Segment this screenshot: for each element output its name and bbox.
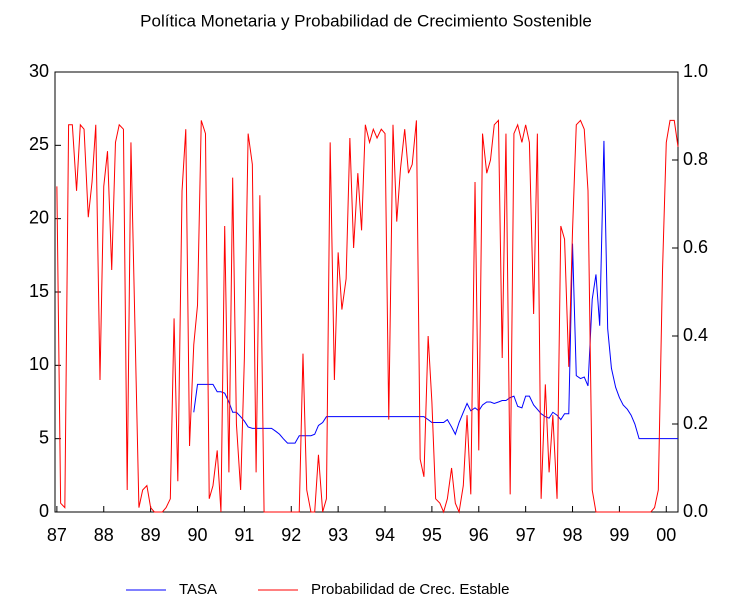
series-line — [193, 140, 678, 444]
x-tick-label: 96 — [469, 525, 489, 545]
x-tick-label: 99 — [609, 525, 629, 545]
series-line — [56, 119, 679, 514]
y-tick-label: 15 — [29, 281, 49, 301]
x-tick-label: 91 — [234, 525, 254, 545]
legend-label: Probabilidad de Crec. Estable — [311, 581, 509, 598]
x-tick-label: 92 — [281, 525, 301, 545]
x-tick-label: 94 — [375, 525, 395, 545]
y-tick-label: 30 — [29, 61, 49, 81]
x-tick-label: 93 — [328, 525, 348, 545]
y2-tick-label: 0.0 — [683, 501, 708, 521]
x-tick-label: 97 — [516, 525, 536, 545]
legend-label: TASA — [179, 581, 217, 598]
y-tick-label: 5 — [39, 427, 49, 447]
chart-title: Política Monetaria y Probabilidad de Cre… — [140, 11, 592, 30]
x-tick-label: 90 — [187, 525, 207, 545]
y2-tick-label: 1.0 — [683, 61, 708, 81]
y2-tick-label: 0.2 — [683, 413, 708, 433]
x-tick-label: 87 — [47, 525, 67, 545]
x-tick-label: 00 — [656, 525, 676, 545]
x-tick-label: 98 — [563, 525, 583, 545]
y2-tick-label: 0.4 — [683, 325, 708, 345]
x-tick-label: 95 — [422, 525, 442, 545]
y-tick-label: 20 — [29, 207, 49, 227]
y-tick-label: 10 — [29, 354, 49, 374]
y2-tick-label: 0.6 — [683, 237, 708, 257]
y2-tick-label: 0.8 — [683, 149, 708, 169]
y-tick-label: 0 — [39, 501, 49, 521]
x-tick-label: 89 — [141, 525, 161, 545]
x-tick-label: 88 — [94, 525, 114, 545]
y-tick-label: 25 — [29, 134, 49, 154]
